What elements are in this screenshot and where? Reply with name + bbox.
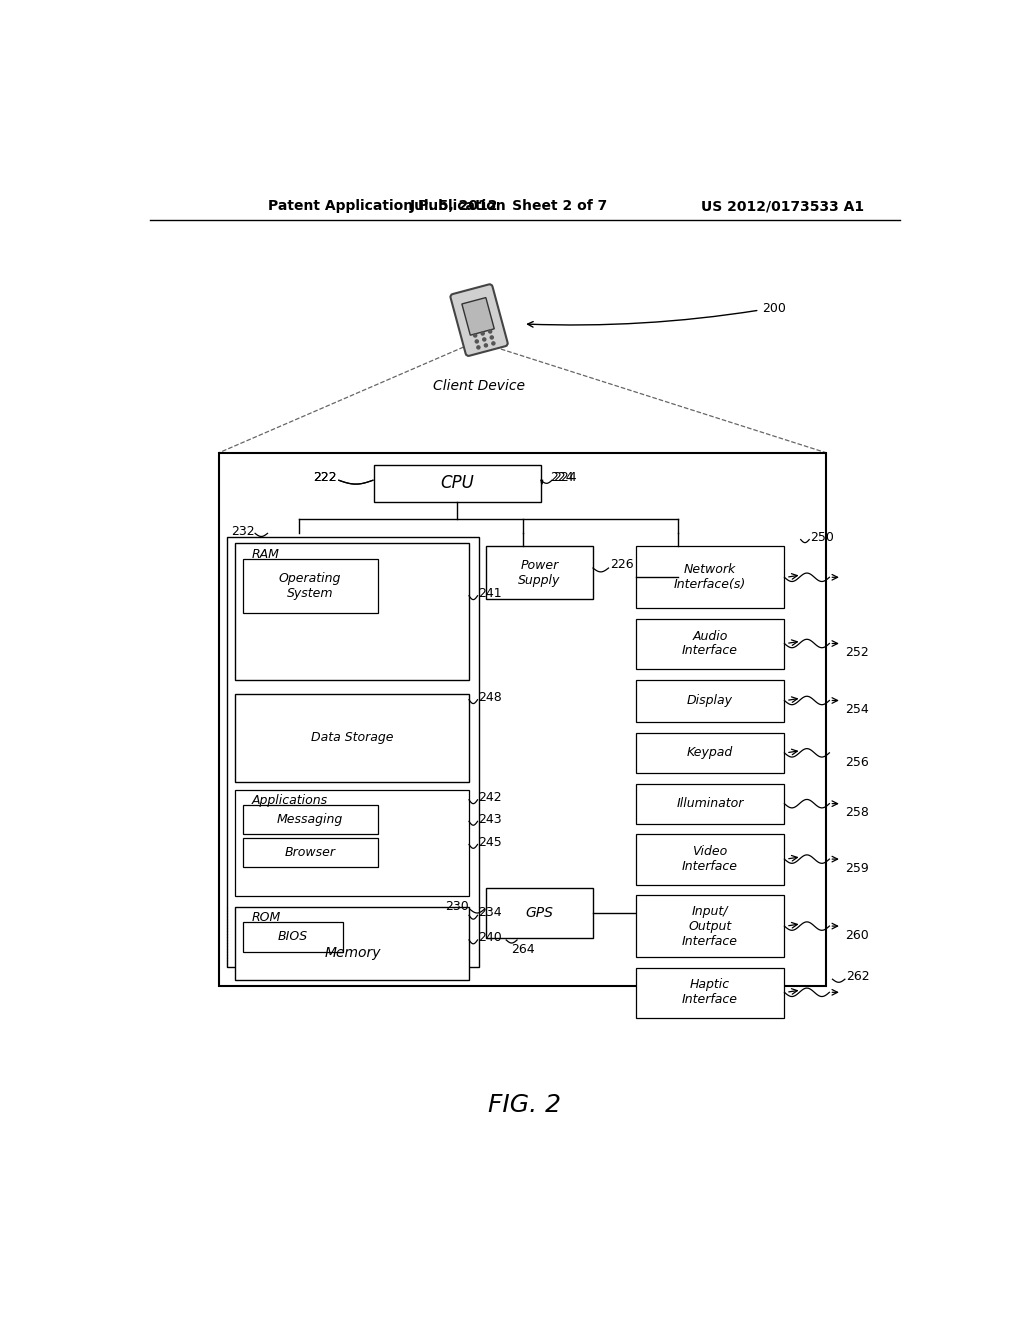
Circle shape [474, 334, 477, 337]
Bar [234, 693, 469, 781]
Text: Network
Interface(s): Network Interface(s) [674, 564, 746, 591]
Text: 243: 243 [478, 813, 502, 825]
Bar [243, 805, 378, 834]
Bar [486, 546, 593, 599]
Text: Applications: Applications [252, 795, 328, 807]
Bar [636, 834, 784, 884]
Text: Input/
Output
Interface: Input/ Output Interface [682, 904, 738, 948]
Bar [636, 546, 784, 609]
Text: 264: 264 [512, 944, 536, 957]
Text: Messaging: Messaging [278, 813, 343, 826]
Text: Illuminator: Illuminator [676, 797, 743, 810]
Text: 260: 260 [845, 929, 868, 942]
Bar [243, 837, 378, 867]
Bar [636, 619, 784, 669]
Bar [636, 968, 784, 1018]
Text: 234: 234 [478, 907, 502, 920]
Text: BIOS: BIOS [278, 931, 308, 944]
Text: 200: 200 [762, 302, 785, 315]
Bar [219, 453, 825, 986]
Text: Data Storage: Data Storage [310, 731, 393, 744]
Text: 222: 222 [313, 471, 337, 484]
Text: 250: 250 [810, 531, 834, 544]
Text: 252: 252 [845, 647, 868, 659]
Text: Display: Display [687, 694, 733, 708]
Text: RAM: RAM [252, 548, 280, 561]
Bar [636, 784, 784, 824]
Text: 262: 262 [847, 970, 870, 983]
Bar [234, 544, 469, 681]
Text: 256: 256 [845, 755, 868, 768]
Bar [636, 680, 784, 722]
Text: 258: 258 [845, 807, 868, 820]
Bar [234, 907, 469, 979]
Text: 248: 248 [478, 690, 502, 704]
Text: 222: 222 [313, 471, 337, 484]
Text: 245: 245 [478, 836, 502, 849]
Circle shape [488, 330, 492, 333]
Bar [234, 789, 469, 896]
Text: Browser: Browser [285, 846, 336, 859]
Text: 226: 226 [610, 558, 634, 572]
Text: 232: 232 [230, 524, 254, 537]
Bar [243, 558, 378, 612]
Text: 242: 242 [478, 791, 502, 804]
Text: Power
Supply: Power Supply [518, 558, 561, 586]
FancyBboxPatch shape [451, 284, 508, 356]
Text: CPU: CPU [440, 474, 474, 492]
Circle shape [492, 342, 495, 345]
Text: 240: 240 [478, 931, 502, 944]
Text: Keypad: Keypad [687, 746, 733, 759]
Text: 241: 241 [478, 587, 502, 601]
Text: 259: 259 [845, 862, 868, 875]
Text: 224: 224 [550, 471, 574, 484]
Circle shape [490, 335, 494, 339]
Circle shape [484, 343, 487, 347]
Text: 224: 224 [553, 471, 577, 484]
Bar [375, 465, 541, 502]
Circle shape [481, 331, 484, 335]
Text: Memory: Memory [325, 946, 381, 960]
Bar [636, 895, 784, 957]
Text: US 2012/0173533 A1: US 2012/0173533 A1 [701, 199, 864, 213]
Text: ROM: ROM [252, 911, 282, 924]
Text: Patent Application Publication: Patent Application Publication [267, 199, 505, 213]
Bar [636, 733, 784, 774]
Text: Audio
Interface: Audio Interface [682, 630, 738, 657]
Bar [486, 888, 593, 939]
Text: Jul. 5, 2012   Sheet 2 of 7: Jul. 5, 2012 Sheet 2 of 7 [411, 199, 608, 213]
Text: Haptic
Interface: Haptic Interface [682, 978, 738, 1006]
Text: Operating
System: Operating System [279, 572, 341, 599]
Circle shape [475, 339, 478, 343]
Circle shape [477, 346, 480, 348]
Text: Video
Interface: Video Interface [682, 845, 738, 873]
Circle shape [482, 338, 485, 341]
FancyBboxPatch shape [462, 297, 495, 335]
Text: FIG. 2: FIG. 2 [488, 1093, 561, 1118]
Bar [227, 537, 479, 966]
Text: Client Device: Client Device [433, 379, 525, 392]
Text: GPS: GPS [525, 906, 553, 920]
Bar [243, 923, 343, 952]
Text: 230: 230 [445, 900, 469, 913]
Text: 254: 254 [845, 704, 868, 717]
